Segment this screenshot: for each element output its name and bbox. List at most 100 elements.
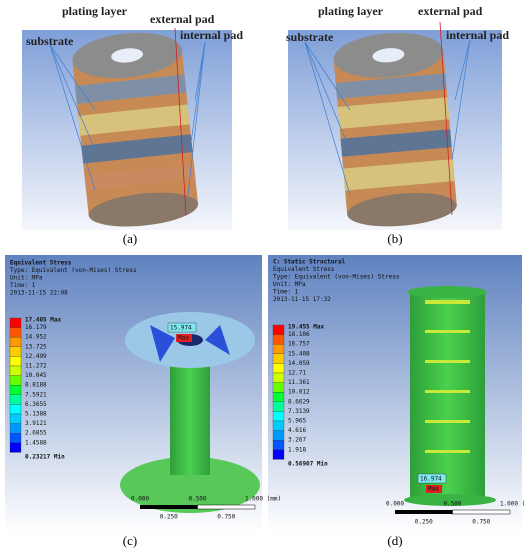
legend-label: 7.3139 xyxy=(288,408,310,415)
legend-label: 11.361 xyxy=(288,379,310,386)
legend-swatch xyxy=(9,442,22,453)
legend-label: 2.6855 xyxy=(25,430,47,437)
legend-label: 19.455 Max xyxy=(288,324,325,331)
legend-swatch xyxy=(9,423,22,434)
panel-a-image xyxy=(22,27,232,230)
part-label: external pad xyxy=(150,12,215,26)
header-line: C: Static Structural xyxy=(273,259,346,266)
probe-value: 15.974 xyxy=(170,325,192,332)
legend-label: 17.405 Max xyxy=(25,317,62,324)
header-line: Unit: MPa xyxy=(10,275,43,282)
legend-swatch xyxy=(9,365,22,376)
legend-swatch xyxy=(9,337,22,347)
scale-bar xyxy=(140,505,198,509)
legend-label: 6.3655 xyxy=(25,401,47,408)
legend-swatch xyxy=(272,363,285,374)
probe-box xyxy=(167,322,197,333)
legend-swatch xyxy=(272,372,285,383)
header-line: Time: 1 xyxy=(273,289,299,296)
legend-swatch xyxy=(272,344,285,354)
scale-label: 0.500 xyxy=(188,496,206,503)
legend-label: 11.272 xyxy=(25,363,47,370)
legend-swatch xyxy=(9,317,22,328)
legend-swatch xyxy=(9,385,22,395)
legend-label: 12.499 xyxy=(25,353,47,360)
panel-b-image xyxy=(288,21,502,230)
legend-label: 15.408 xyxy=(288,350,310,357)
header-line: Equivalent Stress xyxy=(10,260,72,267)
legend-label: 4.616 xyxy=(288,427,306,434)
legend-swatch xyxy=(9,375,22,386)
header-line: 2013-11-15 22:08 xyxy=(10,290,68,297)
panel-c-image xyxy=(5,255,262,533)
part-label: plating layer xyxy=(318,4,384,18)
legend-label: 14.952 xyxy=(25,334,47,341)
legend-swatch xyxy=(9,413,22,424)
header-line: Time: 1 xyxy=(10,282,36,289)
legend-label: 5.965 xyxy=(288,418,306,425)
probe-box xyxy=(176,334,192,342)
scale-bar xyxy=(197,504,256,510)
probe-box xyxy=(426,485,442,493)
legend-label: 18.106 xyxy=(288,331,310,338)
header-line: Type: Equivalent (von-Mises) Stress xyxy=(10,267,137,274)
legend-swatch xyxy=(272,401,285,412)
legend-swatch xyxy=(272,392,285,402)
legend-swatch xyxy=(272,353,285,364)
legend-label: 8.8188 xyxy=(25,382,47,389)
part-label: external pad xyxy=(418,4,483,18)
scale-label: 1.000 (mm) xyxy=(500,501,525,508)
header-line: Type: Equivalent (von-Mises) Stress xyxy=(273,274,400,281)
legend-label: 8.6629 xyxy=(288,398,310,405)
caption: (c) xyxy=(123,533,137,548)
legend-label: 10.012 xyxy=(288,389,310,396)
legend-label: 7.5921 xyxy=(25,391,47,398)
legend-swatch xyxy=(272,420,285,431)
legend-label: 13.725 xyxy=(25,343,47,350)
legend-swatch xyxy=(272,411,285,422)
scale-label: 1.000 (mm) xyxy=(245,496,281,503)
probe-value: 16.974 xyxy=(420,476,442,483)
scale-label: 0.250 xyxy=(160,514,178,521)
legend-label: 3.9121 xyxy=(25,420,47,427)
scale-bar xyxy=(452,509,511,515)
scale-label: 0.500 xyxy=(443,501,461,508)
legend-swatch xyxy=(9,327,22,338)
scale-label: 0.250 xyxy=(415,519,433,526)
legend-swatch xyxy=(9,404,22,415)
legend-label: 16.179 xyxy=(25,324,47,331)
caption: (b) xyxy=(387,231,402,246)
panel-d-image xyxy=(268,255,522,533)
legend-swatch xyxy=(272,382,285,393)
legend-swatch xyxy=(9,394,22,405)
legend-label: 1.918 xyxy=(288,446,306,453)
legend-label: 1.4588 xyxy=(25,439,47,446)
scale-label: 0.000 xyxy=(131,496,149,503)
part-label: substrate xyxy=(26,34,74,48)
legend-label: 10.045 xyxy=(25,372,47,379)
header-line: Unit: MPa xyxy=(273,281,306,288)
caption: (a) xyxy=(123,231,137,246)
legend-swatch xyxy=(9,433,22,443)
probe-max: Max xyxy=(178,335,189,342)
probe-box xyxy=(417,473,447,484)
legend-swatch xyxy=(272,430,285,441)
legend-swatch xyxy=(272,324,285,335)
scale-label: 0.750 xyxy=(217,514,235,521)
legend-label: 0.56907 Min xyxy=(288,461,328,468)
legend-label: 0.23217 Min xyxy=(25,454,65,461)
legend-label: 14.059 xyxy=(288,360,310,367)
header-line: Equivalent Stress xyxy=(273,266,335,273)
probe-max: Max xyxy=(428,486,439,493)
part-label: internal pad xyxy=(180,28,243,42)
part-label: internal pad xyxy=(446,28,509,42)
legend-label: 3.267 xyxy=(288,437,306,444)
scale-label: 0.000 xyxy=(386,501,404,508)
scale-label: 0.750 xyxy=(472,519,490,526)
caption: (d) xyxy=(387,533,402,548)
header-line: 2013-11-15 17:32 xyxy=(273,296,331,303)
legend-swatch xyxy=(272,440,285,450)
legend-swatch xyxy=(272,334,285,345)
part-label: plating layer xyxy=(62,4,128,18)
